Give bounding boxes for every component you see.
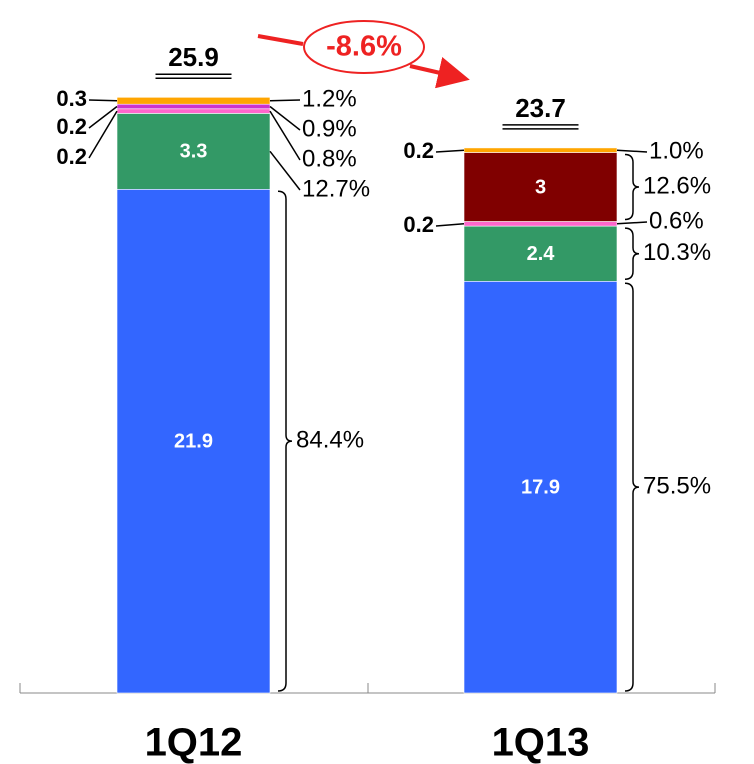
change-badge — [303, 20, 425, 74]
share-label: 84.4% — [296, 426, 364, 453]
data-label: 3 — [535, 176, 546, 198]
leader-line — [88, 105, 118, 129]
bar-segment — [116, 97, 271, 105]
bar-segment — [463, 221, 618, 227]
share-label: 12.6% — [643, 172, 711, 199]
change-arrow — [257, 34, 304, 46]
bar-segment — [116, 108, 271, 114]
leader-line — [269, 150, 301, 191]
share-label: 1.0% — [649, 137, 704, 164]
leader-line — [269, 99, 301, 102]
share-label: 0.8% — [302, 145, 357, 172]
leader-line — [435, 149, 465, 153]
data-label: 0.2 — [403, 212, 434, 237]
share-brace — [277, 190, 293, 692]
leader-line — [435, 223, 465, 227]
share-label: 12.7% — [302, 175, 370, 202]
x-tick-label: 1Q13 — [492, 721, 590, 764]
data-label: 0.2 — [56, 114, 87, 139]
x-tick-label: 1Q12 — [145, 721, 243, 764]
bar-segment — [116, 189, 271, 694]
leader-line — [88, 99, 118, 102]
data-label: 3.3 — [180, 141, 208, 163]
leader-line — [88, 110, 118, 159]
leader-line — [269, 105, 301, 131]
share-brace — [624, 227, 640, 281]
bar-segment — [116, 113, 271, 190]
data-label: 0.2 — [56, 144, 87, 169]
bar-segment — [463, 147, 618, 153]
bar-segment — [116, 103, 271, 110]
share-label: 10.3% — [643, 239, 711, 266]
bar-segment — [463, 225, 618, 282]
total-label: 23.7 — [515, 93, 566, 123]
share-brace — [624, 282, 640, 692]
share-label: 75.5% — [643, 472, 711, 499]
leader-line — [616, 149, 648, 153]
data-label: 21.9 — [174, 430, 213, 452]
total-label: 25.9 — [168, 42, 219, 72]
leader-line — [616, 221, 648, 225]
bar-segment — [463, 152, 618, 222]
bar-segment — [463, 280, 618, 694]
share-label: 1.2% — [302, 85, 357, 112]
data-label: 0.3 — [56, 86, 87, 111]
data-label: 2.4 — [527, 243, 556, 265]
change-label: -8.6% — [326, 31, 402, 63]
data-label: 0.2 — [403, 138, 434, 163]
share-brace — [624, 153, 640, 221]
share-label: 0.6% — [649, 207, 704, 234]
change-arrow — [409, 57, 470, 89]
leader-line — [269, 110, 301, 161]
share-label: 0.9% — [302, 115, 357, 142]
data-label: 17.9 — [521, 476, 560, 498]
